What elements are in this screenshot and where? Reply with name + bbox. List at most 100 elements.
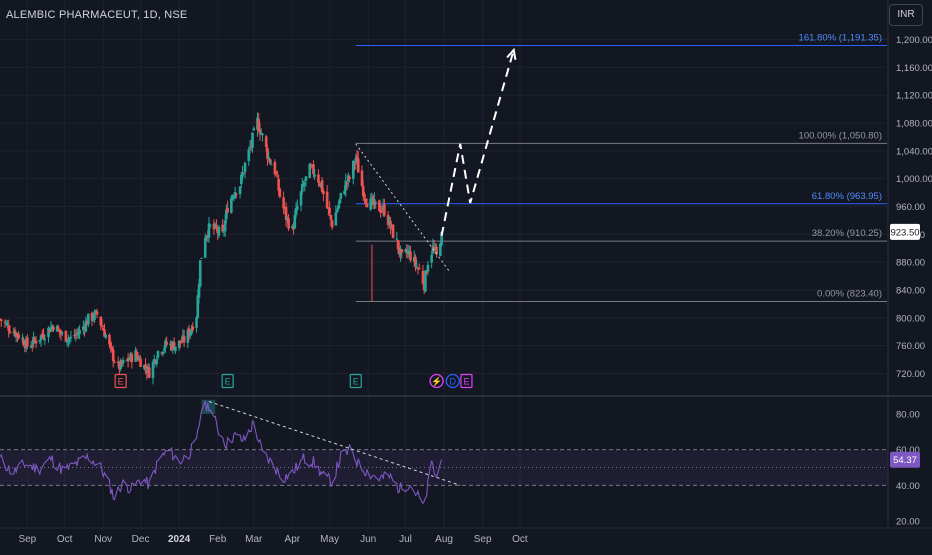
candle-body bbox=[165, 341, 168, 345]
event-marker[interactable]: E bbox=[114, 373, 127, 389]
price-axis-label: 1,160.00 bbox=[896, 63, 932, 74]
candle-body bbox=[235, 193, 238, 195]
event-marker[interactable]: D bbox=[445, 373, 460, 389]
x-tick-label: Oct bbox=[512, 534, 528, 545]
candle-body bbox=[354, 158, 358, 163]
x-tick-label: Oct bbox=[57, 534, 73, 545]
currency-button[interactable]: INR bbox=[889, 4, 923, 26]
x-tick-label: Dec bbox=[132, 534, 150, 545]
candle-body bbox=[223, 220, 227, 232]
candle-body bbox=[196, 295, 200, 318]
candle-body bbox=[356, 158, 360, 173]
candle-body bbox=[8, 331, 12, 333]
candle-body bbox=[26, 337, 29, 347]
candle-body bbox=[52, 326, 55, 331]
candle-body bbox=[75, 332, 79, 334]
candle-body bbox=[378, 200, 381, 212]
candle-body bbox=[135, 351, 139, 357]
candle-body bbox=[238, 186, 242, 195]
candle-body bbox=[426, 264, 430, 272]
candle-body bbox=[303, 182, 307, 185]
candle-body bbox=[0, 319, 3, 322]
candle-body bbox=[195, 317, 198, 328]
price-axis-label: 720.00 bbox=[896, 369, 925, 380]
candle-body bbox=[360, 170, 364, 187]
event-marker-shape bbox=[221, 373, 234, 389]
price-trendline[interactable] bbox=[355, 143, 451, 273]
event-marker[interactable]: ⚡ bbox=[429, 373, 444, 389]
candle-body bbox=[104, 334, 108, 338]
symbol-title: ALEMBIC PHARMACEUT, 1D, NSE bbox=[6, 9, 188, 21]
last-price-badge bbox=[890, 223, 920, 240]
x-tick-label: Jul bbox=[399, 534, 412, 545]
candle-body bbox=[277, 178, 280, 191]
candle-body bbox=[304, 176, 308, 181]
candle-body bbox=[396, 240, 400, 250]
fib-retracement[interactable]: 161.80% (1,191.35) 100.00% (1,050.80) 61.8… bbox=[355, 33, 887, 303]
event-marker[interactable]: E bbox=[349, 373, 362, 389]
projection-arrowhead[interactable] bbox=[506, 47, 517, 60]
candle-body bbox=[33, 338, 37, 341]
candle-body bbox=[278, 188, 282, 197]
rsi-axis-label: 60.00 bbox=[896, 445, 920, 456]
candle-body bbox=[116, 361, 120, 364]
rsi-line[interactable] bbox=[0, 400, 443, 505]
candle-body bbox=[302, 183, 305, 186]
candle-body bbox=[147, 367, 151, 378]
price-axis-label: 840.00 bbox=[896, 286, 925, 297]
candle-body bbox=[103, 329, 106, 337]
candle-body bbox=[355, 156, 359, 159]
candle-body bbox=[221, 224, 224, 232]
x-tick-label: Sep bbox=[474, 534, 492, 545]
candles bbox=[0, 112, 443, 385]
candle-body bbox=[286, 217, 289, 219]
fib-level-label: 161.80% (1,191.35) bbox=[799, 33, 882, 44]
x-tick-label: May bbox=[320, 534, 339, 545]
candle-body bbox=[258, 129, 262, 135]
price-axis-label: 1,080.00 bbox=[896, 119, 932, 130]
candle-body bbox=[365, 203, 369, 208]
drawings[interactable] bbox=[355, 47, 517, 273]
candle-body bbox=[151, 361, 155, 379]
event-marker-label: E bbox=[353, 377, 359, 387]
candle-body bbox=[287, 218, 290, 229]
candle-body bbox=[309, 166, 313, 168]
event-marker-shape bbox=[460, 373, 473, 389]
candle-body bbox=[415, 266, 419, 268]
candle-body bbox=[435, 246, 438, 255]
candle-body bbox=[268, 158, 272, 164]
x-tick-label: Mar bbox=[245, 534, 263, 545]
candle-body bbox=[139, 358, 142, 367]
projection-path[interactable] bbox=[440, 49, 515, 236]
candle-body bbox=[38, 339, 42, 342]
candle-body bbox=[31, 344, 34, 346]
candle-body bbox=[330, 220, 334, 228]
candle-body bbox=[369, 198, 372, 210]
candle-body bbox=[7, 325, 11, 332]
candle-body bbox=[400, 249, 404, 253]
candle-body bbox=[432, 246, 436, 250]
candle-body bbox=[425, 272, 428, 274]
event-marker[interactable]: E bbox=[221, 373, 234, 389]
candle-body bbox=[29, 346, 33, 348]
candle-body bbox=[6, 323, 9, 325]
candle-body bbox=[161, 351, 165, 354]
fib-level-label: 38.20% (910.25) bbox=[812, 228, 882, 239]
rsi-panel[interactable] bbox=[0, 399, 888, 505]
candle-body bbox=[243, 162, 247, 173]
candle-body bbox=[407, 250, 411, 252]
rsi-trendline[interactable] bbox=[208, 401, 461, 486]
candle-body bbox=[361, 185, 365, 197]
candle-body bbox=[191, 326, 195, 330]
event-markers[interactable]: E E E ⚡ D E bbox=[114, 373, 473, 389]
candle-body bbox=[389, 221, 392, 229]
candle-body bbox=[162, 348, 166, 351]
price-axis-label: 760.00 bbox=[896, 341, 925, 352]
candle-body bbox=[84, 320, 88, 332]
event-marker-shape bbox=[429, 373, 444, 389]
candle-body bbox=[95, 311, 99, 315]
candle-body bbox=[17, 334, 20, 339]
event-marker[interactable]: E bbox=[460, 373, 473, 389]
